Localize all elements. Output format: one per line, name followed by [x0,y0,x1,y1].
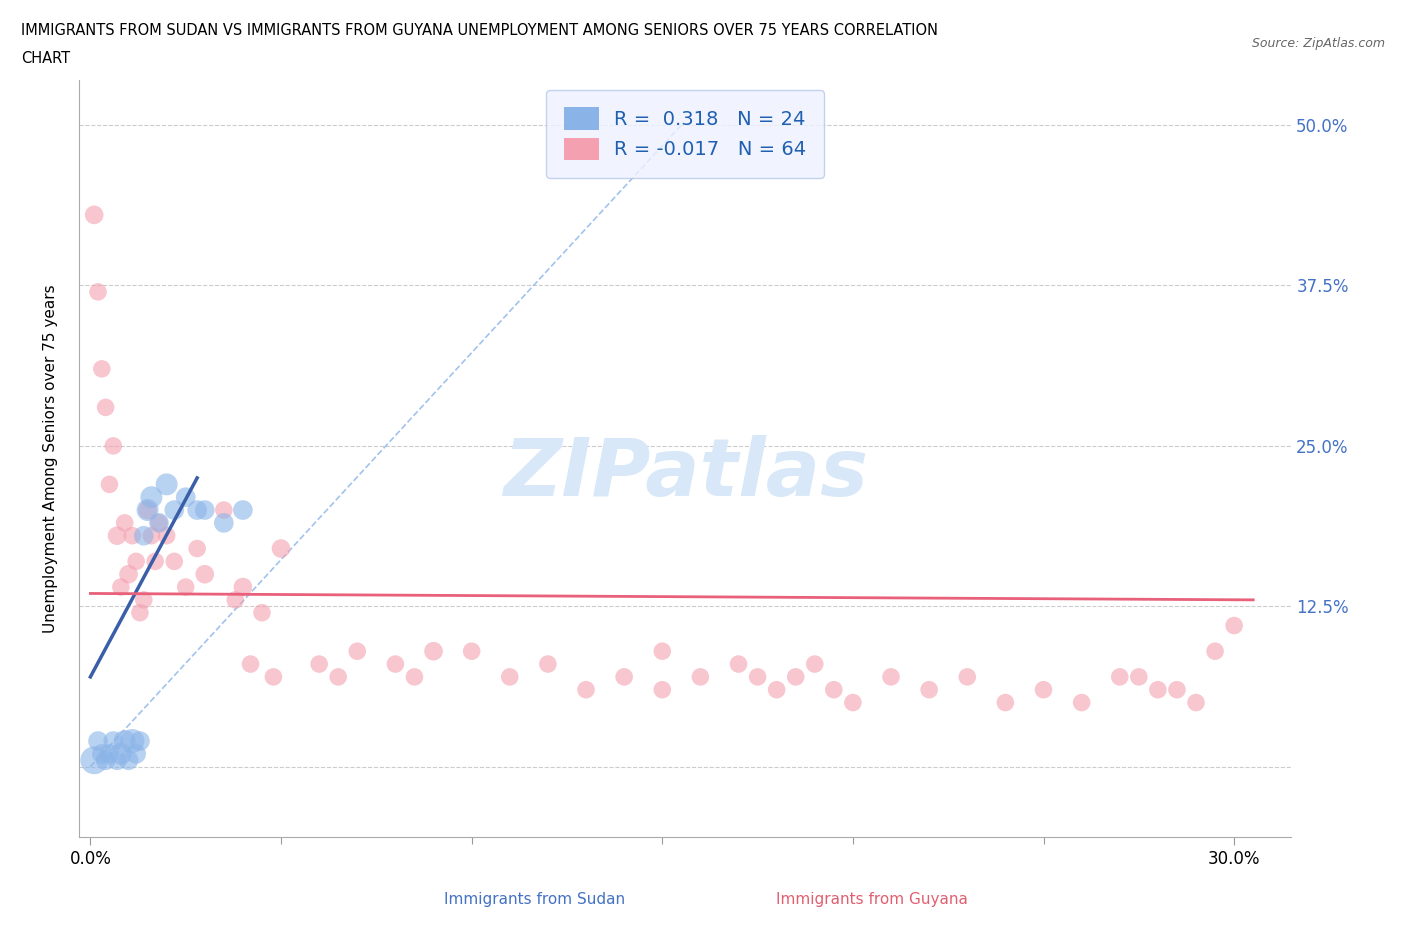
Point [575,683,598,698]
Point [212,515,235,530]
Point [613,670,636,684]
Point [117,753,139,768]
Point [1070,695,1092,710]
Point [129,734,152,749]
Point [125,747,148,762]
Point [1204,644,1226,658]
Point [141,490,163,505]
Point [422,644,444,658]
Point [125,554,148,569]
Point [250,605,273,620]
Point [404,670,426,684]
Text: Immigrants from Guyana: Immigrants from Guyana [776,892,967,907]
Point [83,207,105,222]
Point [103,734,125,749]
Point [174,579,197,594]
Text: Immigrants from Sudan: Immigrants from Sudan [444,892,624,907]
Point [1166,683,1188,698]
Point [186,502,208,517]
Point [94,753,117,768]
Point [136,502,159,517]
Text: ZIPatlas: ZIPatlas [502,435,868,512]
Point [537,657,560,671]
Point [232,502,254,517]
Point [90,747,112,762]
Point [785,670,807,684]
Text: CHART: CHART [21,51,70,66]
Point [110,747,132,762]
Point [262,670,284,684]
Point [328,670,350,684]
Point [689,670,711,684]
Point [143,554,166,569]
Y-axis label: Unemployment Among Seniors over 75 years: Unemployment Among Seniors over 75 years [44,285,58,633]
Point [727,657,749,671]
Point [114,515,136,530]
Point [747,670,769,684]
Point [239,657,262,671]
Point [346,644,368,658]
Point [156,477,179,492]
Point [212,502,235,517]
Point [148,515,170,530]
Point [136,502,159,517]
Point [194,502,217,517]
Point [270,541,292,556]
Point [1147,683,1170,698]
Point [308,657,330,671]
Point [842,695,865,710]
Text: Source: ZipAtlas.com: Source: ZipAtlas.com [1251,37,1385,50]
Point [132,592,155,607]
Point [117,566,139,581]
Point [765,683,787,698]
Point [651,683,673,698]
Point [87,285,110,299]
Point [98,747,121,762]
Point [224,592,246,607]
Point [98,477,121,492]
Point [156,528,179,543]
Point [94,400,117,415]
Point [460,644,482,658]
Point [90,362,112,377]
Point [121,734,143,749]
Legend: R =  0.318   N = 24, R = -0.017   N = 64: R = 0.318 N = 24, R = -0.017 N = 64 [547,90,824,178]
Point [651,644,673,658]
Point [163,554,186,569]
Point [1223,618,1246,633]
Point [186,541,208,556]
Point [163,502,186,517]
Point [1185,695,1208,710]
Point [803,657,825,671]
Point [105,753,128,768]
Point [918,683,941,698]
Point [105,528,128,543]
Point [880,670,903,684]
Point [1128,670,1150,684]
Point [129,605,152,620]
Point [141,528,163,543]
Point [994,695,1017,710]
Point [103,438,125,453]
Point [956,670,979,684]
Point [110,579,132,594]
Point [83,753,105,768]
Point [121,528,143,543]
Point [1032,683,1054,698]
Point [132,528,155,543]
Point [384,657,406,671]
Point [1108,670,1130,684]
Point [499,670,522,684]
Point [174,490,197,505]
Point [823,683,845,698]
Point [148,515,170,530]
Point [87,734,110,749]
Text: IMMIGRANTS FROM SUDAN VS IMMIGRANTS FROM GUYANA UNEMPLOYMENT AMONG SENIORS OVER : IMMIGRANTS FROM SUDAN VS IMMIGRANTS FROM… [21,23,938,38]
Point [114,734,136,749]
Point [232,579,254,594]
Point [194,566,217,581]
